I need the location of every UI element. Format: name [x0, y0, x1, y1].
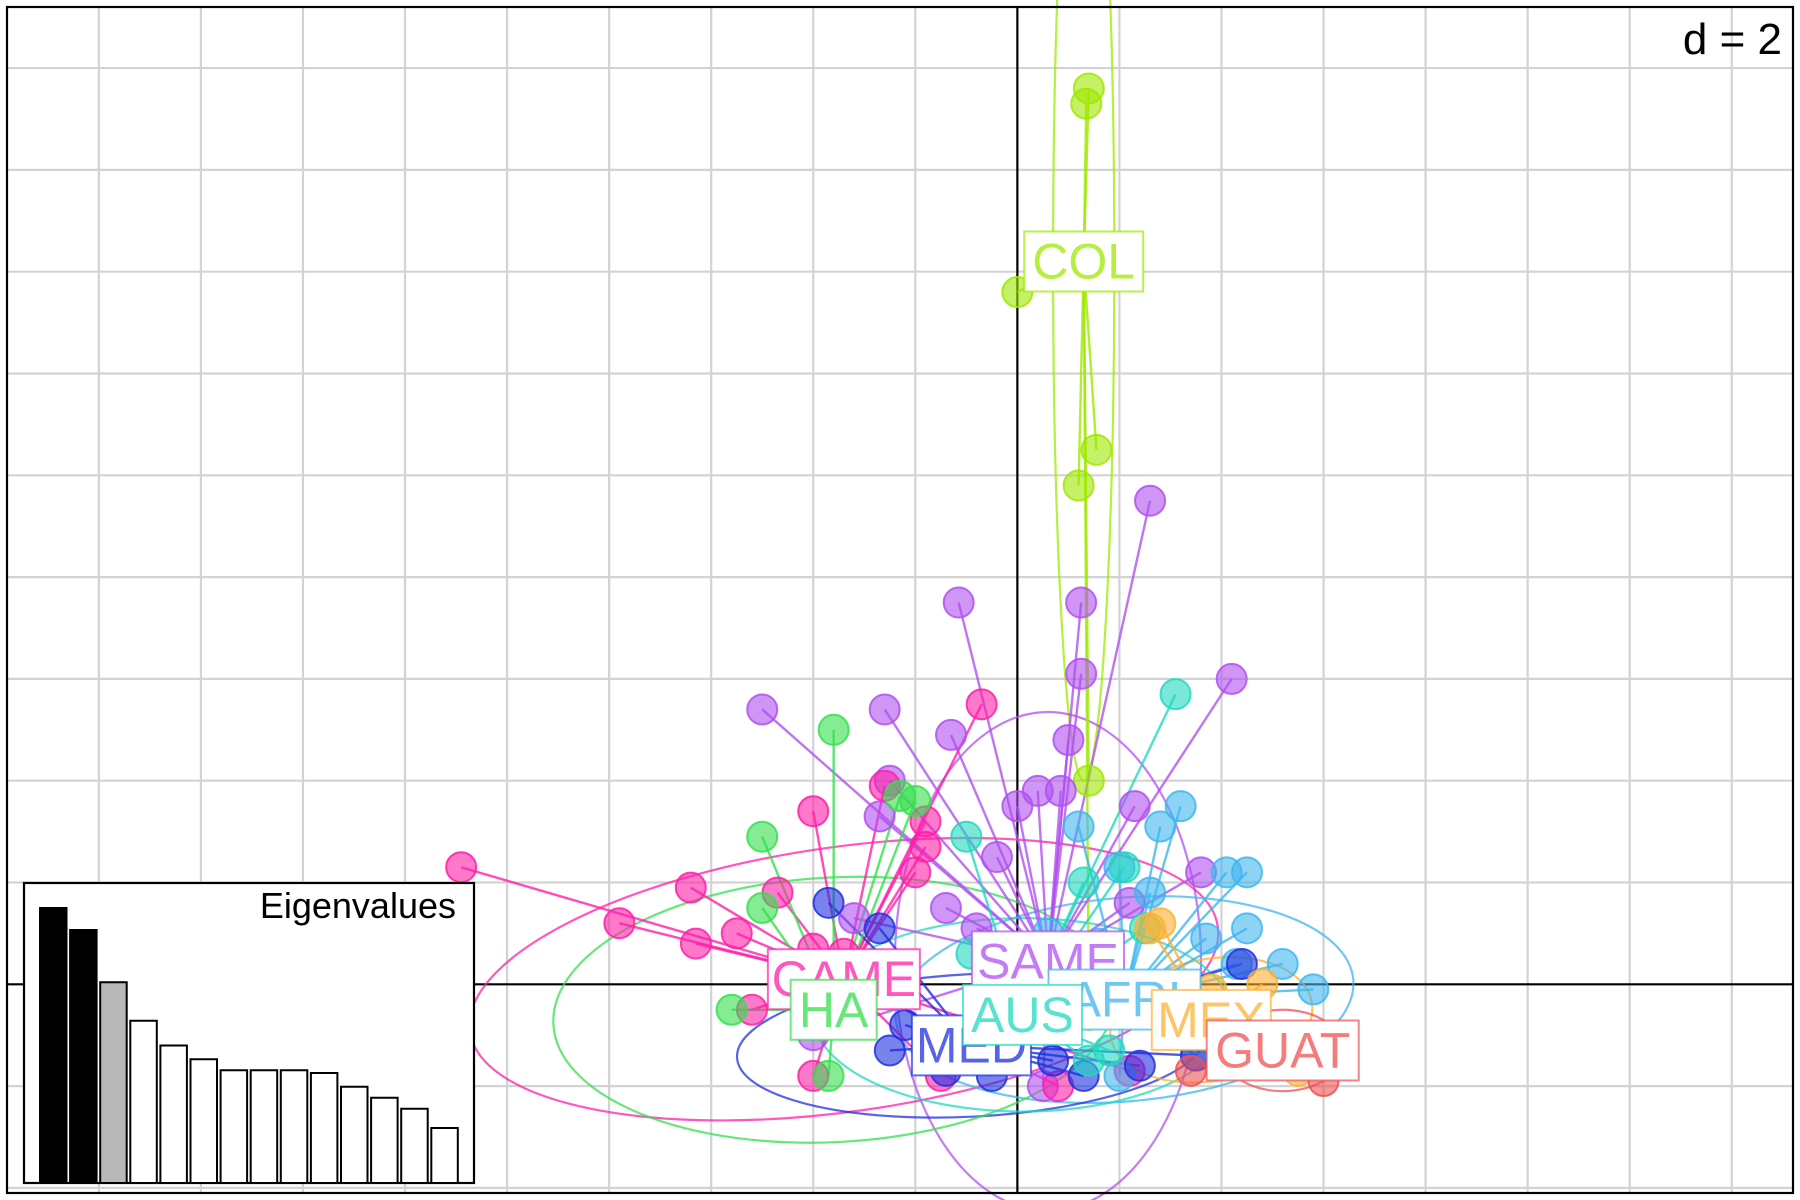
- point-mex: [1144, 907, 1177, 940]
- point-ha: [812, 1059, 845, 1092]
- point-col: [1080, 433, 1113, 466]
- point-afri: [1190, 922, 1223, 955]
- point-aus: [1067, 866, 1100, 899]
- point-med: [863, 912, 896, 945]
- point-aus: [1108, 851, 1141, 884]
- point-med: [873, 1034, 906, 1067]
- eigenvalue-bar: [370, 1096, 399, 1184]
- point-came: [797, 795, 830, 828]
- point-afri: [1134, 876, 1167, 909]
- eigenvalue-bar: [129, 1019, 158, 1184]
- point-afri: [1230, 912, 1263, 945]
- point-afri: [1164, 790, 1197, 823]
- point-afri: [1297, 973, 1330, 1006]
- eigenvalues-frame: [22, 881, 476, 1185]
- eigenvalue-bar: [249, 1069, 279, 1184]
- eigenvalue-bar: [99, 981, 128, 1184]
- point-same: [1065, 586, 1098, 619]
- eigenvalue-bar: [279, 1069, 309, 1184]
- group-label-text-guat: GUAT: [1215, 1022, 1350, 1078]
- point-ha: [746, 891, 779, 924]
- point-afri: [1062, 810, 1095, 843]
- point-ha: [746, 820, 779, 853]
- plot-frame: [5, 5, 1795, 1195]
- point-came: [965, 688, 998, 721]
- point-med: [812, 886, 845, 919]
- point-same: [1044, 774, 1077, 807]
- group-label-box-ha: [789, 978, 878, 1041]
- group-labels: COLSAMECAMEAFRIMEDHAAUSMEXGUAT: [766, 230, 1360, 1082]
- point-same: [863, 800, 896, 833]
- point-aus: [1159, 678, 1192, 711]
- eigenvalue-bar: [219, 1069, 249, 1184]
- group-label-col: COL: [1023, 230, 1145, 293]
- eigenvalues-inset: Eigenvalues: [22, 881, 476, 1185]
- point-same: [1001, 790, 1034, 823]
- point-came: [445, 851, 478, 884]
- group-label-text-ha: HA: [799, 982, 869, 1038]
- point-ha: [899, 785, 932, 818]
- point-med: [1123, 1049, 1156, 1082]
- point-afri: [1230, 856, 1263, 889]
- point-afri: [1266, 947, 1299, 980]
- eigenvalue-bar: [309, 1072, 339, 1184]
- point-ha: [715, 993, 748, 1026]
- group-label-text-col: COL: [1032, 234, 1135, 290]
- group-label-box-aus: [961, 983, 1083, 1046]
- point-med: [1225, 947, 1258, 980]
- group-label-ha: HA: [789, 978, 878, 1041]
- grid-scale-label: d = 2: [1683, 15, 1782, 64]
- point-came: [603, 907, 636, 940]
- point-ha: [817, 713, 850, 746]
- eigenvalue-bar: [340, 1085, 369, 1184]
- point-guat: [1174, 1054, 1207, 1087]
- point-aus: [950, 820, 983, 853]
- spider-col: [1082, 261, 1098, 450]
- point-same: [746, 693, 779, 726]
- eigenvalue-bar: [189, 1058, 218, 1184]
- spider-same: [1046, 500, 1152, 962]
- point-same: [1118, 790, 1151, 823]
- eigenvalues-bars: [39, 907, 459, 1184]
- point-aus: [1093, 1034, 1126, 1067]
- point-came: [720, 917, 753, 950]
- spider-same: [957, 602, 1050, 962]
- point-same: [1065, 657, 1098, 690]
- eigenvalue-bar: [430, 1127, 459, 1184]
- point-same: [929, 891, 962, 924]
- point-col: [1062, 469, 1095, 502]
- group-label-aus: AUS: [961, 983, 1083, 1046]
- group-label-guat: GUAT: [1205, 1019, 1360, 1082]
- point-same: [868, 693, 901, 726]
- point-med: [1037, 1044, 1070, 1077]
- eigenvalue-bar: [39, 907, 68, 1184]
- group-label-box-guat: [1205, 1019, 1360, 1082]
- point-same: [980, 841, 1013, 874]
- point-same: [942, 586, 975, 619]
- eigenvalues-title: Eigenvalues: [260, 885, 456, 926]
- point-came: [909, 830, 942, 863]
- group-label-box-col: [1023, 230, 1145, 293]
- point-same: [1052, 723, 1085, 756]
- point-came: [679, 927, 712, 960]
- point-afri: [1144, 810, 1177, 843]
- point-same: [935, 718, 968, 751]
- point-came: [674, 871, 707, 904]
- eigenvalue-bar: [159, 1044, 188, 1184]
- point-col: [1070, 87, 1103, 120]
- data-points: [445, 72, 1340, 1103]
- eigenvalue-bar: [69, 929, 98, 1184]
- eigenvalue-bar: [400, 1107, 429, 1184]
- point-col: [1072, 764, 1105, 797]
- point-same: [1134, 484, 1167, 517]
- grid: [7, 7, 1793, 1193]
- point-same: [1215, 662, 1248, 695]
- group-label-text-aus: AUS: [971, 987, 1074, 1043]
